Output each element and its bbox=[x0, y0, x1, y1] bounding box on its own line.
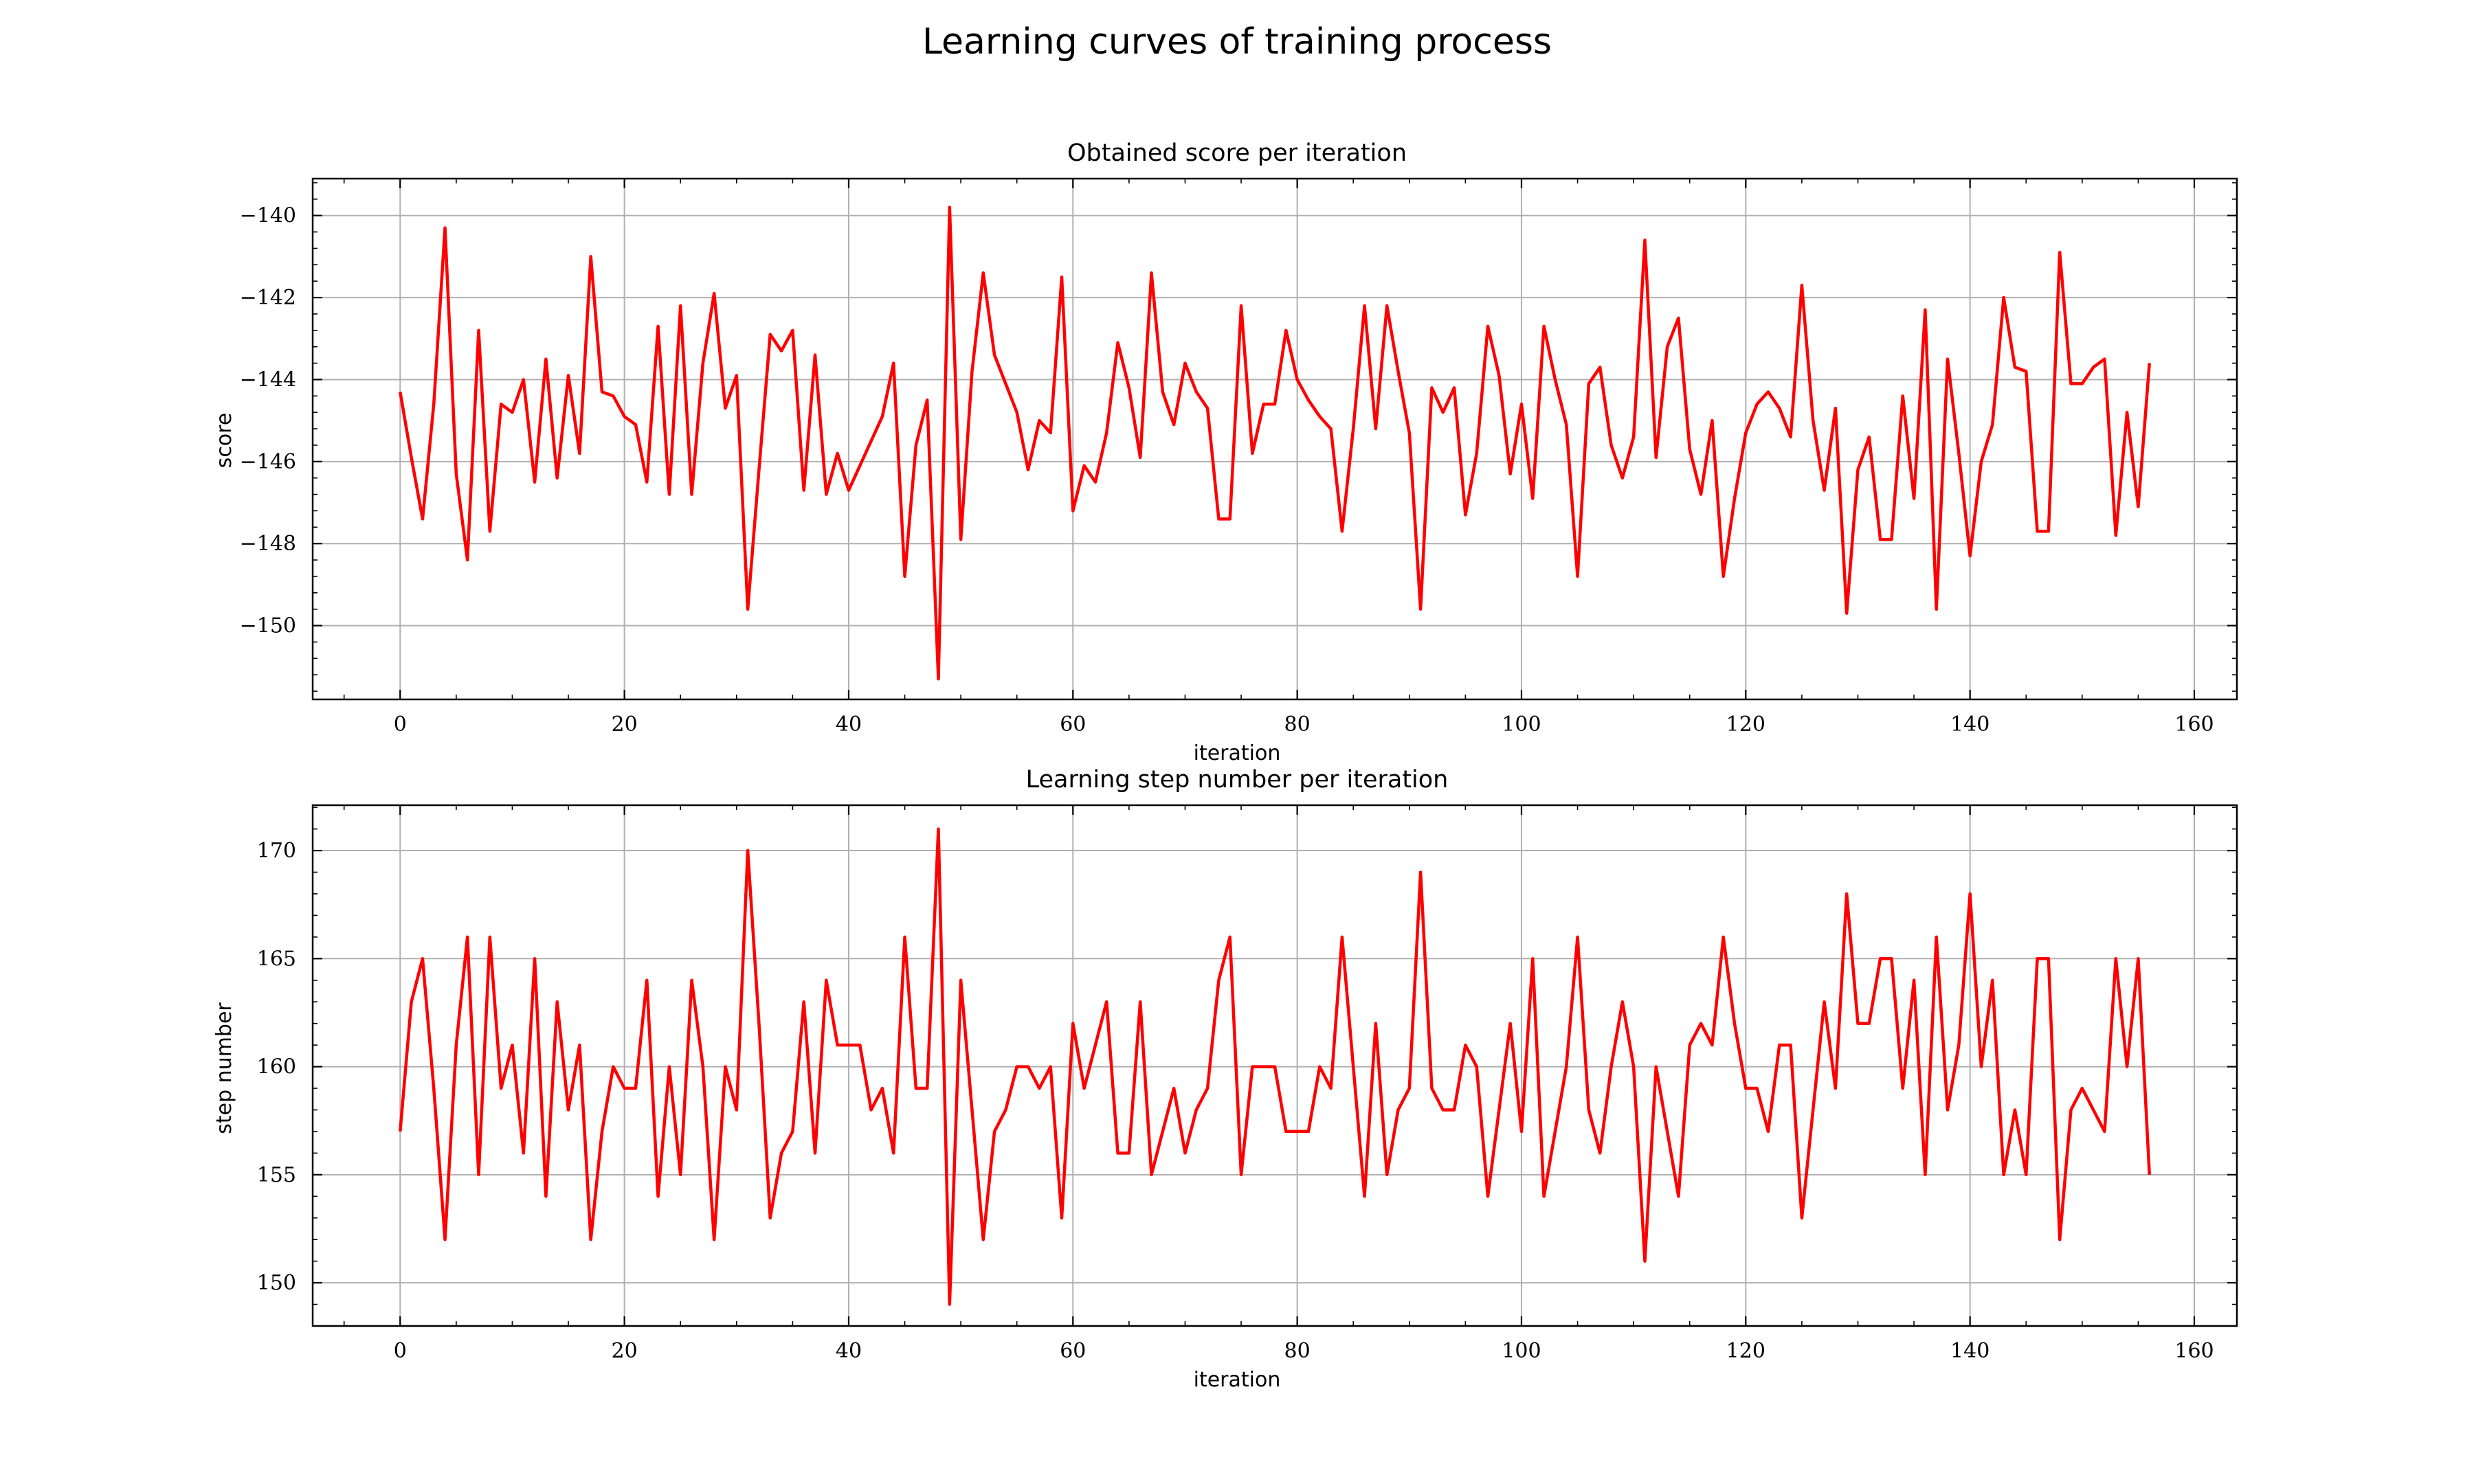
score-y-tick-label: −146 bbox=[240, 450, 296, 474]
score-chart-title: Obtained score per iteration bbox=[1067, 139, 1407, 167]
step-number-x-tick-label: 160 bbox=[2174, 1339, 2214, 1363]
step-number-x-tick-label: 80 bbox=[1284, 1339, 1311, 1363]
score-x-tick-label: 40 bbox=[836, 712, 862, 737]
score-y-tick-label: −144 bbox=[240, 368, 296, 392]
score-x-tick-label: 100 bbox=[1502, 712, 1541, 737]
step-number-chart-title: Learning step number per iteration bbox=[1026, 766, 1449, 794]
step-number-x-tick-label: 100 bbox=[1502, 1339, 1541, 1363]
step-number-x-tick-label: 0 bbox=[394, 1339, 407, 1363]
score-x-tick-label: 60 bbox=[1060, 712, 1086, 737]
step-number-y-tick-label: 165 bbox=[257, 947, 296, 971]
figure-title: Learning curves of training process bbox=[922, 21, 1552, 63]
step-number-x-tick-label: 40 bbox=[836, 1339, 862, 1363]
step-number-chart: Learning step number per iteration itera… bbox=[212, 766, 2238, 1392]
step-number-series-line bbox=[399, 827, 2151, 1306]
score-y-tick-label: −142 bbox=[240, 286, 296, 310]
score-y-tick-label: −150 bbox=[240, 614, 296, 638]
step-number-x-tick-label: 140 bbox=[1950, 1339, 1990, 1363]
score-x-axis-label: iteration bbox=[1194, 741, 1281, 765]
step-number-plot-frame bbox=[311, 804, 2238, 1327]
step-number-y-tick-label: 170 bbox=[257, 839, 296, 863]
score-x-tick-label: 20 bbox=[612, 712, 638, 737]
score-x-tick-label: 120 bbox=[1726, 712, 1765, 737]
score-x-tick-label: 140 bbox=[1950, 712, 1990, 737]
score-y-axis-label: score bbox=[212, 413, 236, 469]
step-number-x-tick-label: 120 bbox=[1726, 1339, 1765, 1363]
score-x-tick-label: 160 bbox=[2174, 712, 2214, 737]
step-number-y-axis-label: step number bbox=[212, 1002, 236, 1134]
step-number-x-tick-label: 20 bbox=[612, 1339, 638, 1363]
score-plot-frame bbox=[311, 177, 2238, 701]
score-series-line bbox=[399, 205, 2151, 681]
score-x-tick-label: 0 bbox=[394, 712, 407, 737]
step-number-x-tick-label: 60 bbox=[1060, 1339, 1086, 1363]
score-y-tick-label: −140 bbox=[240, 204, 296, 228]
score-chart: Obtained score per iteration iteration s… bbox=[212, 139, 2238, 765]
step-number-y-tick-label: 160 bbox=[257, 1055, 296, 1079]
score-y-tick-label: −148 bbox=[240, 532, 296, 556]
step-number-y-tick-label: 155 bbox=[257, 1163, 296, 1187]
score-x-tick-label: 80 bbox=[1284, 712, 1311, 737]
step-number-x-axis-label: iteration bbox=[1194, 1368, 1281, 1392]
step-number-y-tick-label: 150 bbox=[257, 1271, 296, 1295]
